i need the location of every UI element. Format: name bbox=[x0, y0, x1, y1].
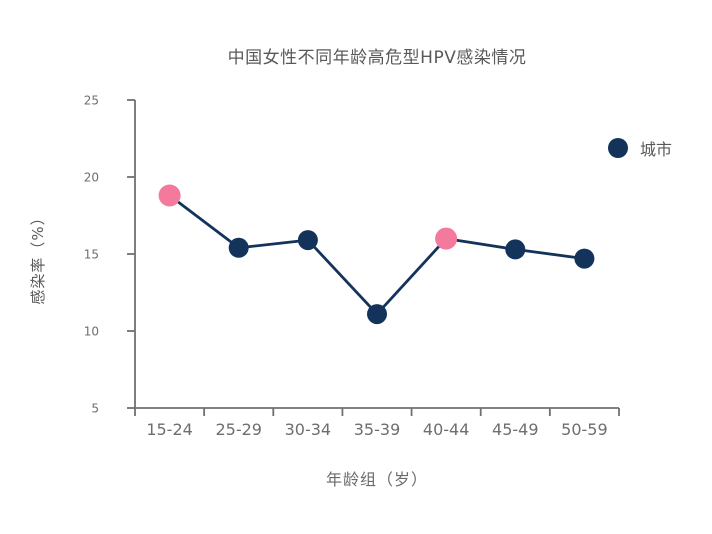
x-tick-label: 45-49 bbox=[492, 420, 539, 439]
y-tick-label: 10 bbox=[84, 325, 99, 339]
legend: 城市 bbox=[608, 136, 672, 160]
x-tick-label: 30-34 bbox=[285, 420, 332, 439]
data-point bbox=[574, 248, 595, 269]
x-axis-title: 年龄组（岁） bbox=[325, 470, 428, 489]
data-point-highlighted bbox=[435, 227, 458, 250]
legend-label: 城市 bbox=[640, 140, 673, 159]
chart-title: 中国女性不同年龄高危型HPV感染情况 bbox=[227, 48, 527, 68]
data-point bbox=[297, 230, 318, 251]
y-tick-label: 15 bbox=[84, 248, 99, 262]
x-tick-label: 25-29 bbox=[215, 420, 262, 439]
data-point bbox=[505, 239, 526, 260]
x-tick-label: 35-39 bbox=[354, 420, 401, 439]
data-point bbox=[367, 304, 387, 325]
x-tick-label: 15-24 bbox=[146, 420, 193, 439]
data-point bbox=[228, 237, 249, 258]
y-tick-label: 20 bbox=[84, 171, 99, 185]
series-marker-icon bbox=[608, 138, 628, 158]
y-tick-label: 25 bbox=[84, 94, 99, 108]
data-point-highlighted bbox=[158, 184, 181, 207]
y-tick-label: 5 bbox=[91, 402, 99, 416]
x-tick-label: 50-59 bbox=[561, 420, 608, 439]
x-tick-label: 40-44 bbox=[423, 420, 470, 439]
